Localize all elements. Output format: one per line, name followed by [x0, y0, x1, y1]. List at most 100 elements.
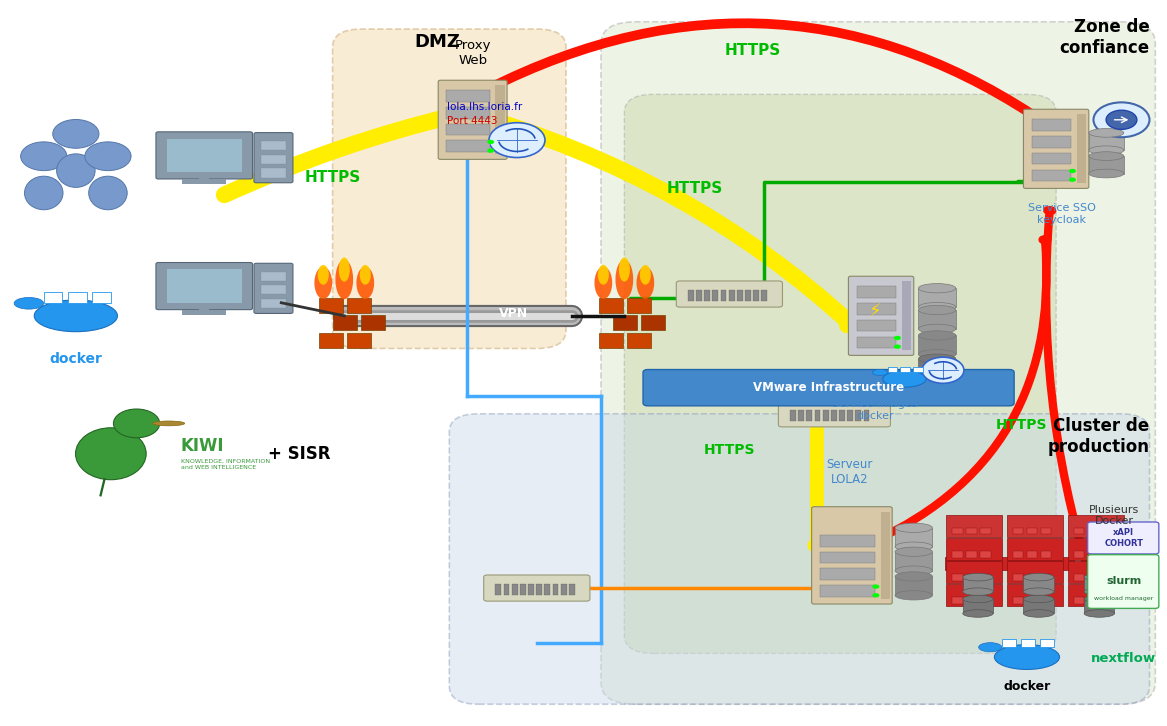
Bar	[1077, 114, 1086, 183]
Bar	[963, 599, 993, 613]
Bar	[819, 585, 875, 597]
Text: Plusieurs
Docker: Plusieurs Docker	[1089, 505, 1140, 526]
Bar	[1001, 639, 1016, 648]
Bar	[689, 290, 693, 301]
Ellipse shape	[963, 574, 993, 581]
Ellipse shape	[918, 331, 956, 340]
Bar	[831, 410, 837, 421]
Text: HTTPS: HTTPS	[995, 417, 1047, 432]
Ellipse shape	[636, 266, 655, 299]
Bar	[182, 179, 226, 184]
Bar	[261, 299, 286, 309]
Ellipse shape	[1023, 574, 1054, 581]
Text: KIWI: KIWI	[181, 438, 224, 455]
Bar	[1041, 574, 1051, 581]
Bar	[446, 141, 490, 152]
Bar	[918, 288, 956, 307]
Bar	[1023, 577, 1054, 592]
FancyBboxPatch shape	[439, 81, 508, 159]
Ellipse shape	[14, 298, 43, 309]
Bar	[738, 290, 743, 301]
Bar	[1074, 528, 1084, 534]
Text: slurm: slurm	[1106, 576, 1141, 586]
FancyBboxPatch shape	[1088, 522, 1159, 554]
Bar	[529, 584, 534, 595]
Bar	[815, 410, 820, 421]
Circle shape	[894, 345, 901, 349]
Text: HTTPS: HTTPS	[305, 171, 361, 185]
Circle shape	[1069, 168, 1076, 173]
Bar	[1089, 156, 1124, 174]
Bar	[1027, 597, 1037, 604]
Ellipse shape	[895, 547, 932, 556]
FancyBboxPatch shape	[254, 133, 293, 183]
Bar	[1088, 597, 1098, 604]
Circle shape	[113, 409, 160, 438]
Bar	[1027, 551, 1037, 558]
FancyBboxPatch shape	[848, 277, 914, 356]
Bar	[1041, 551, 1051, 558]
Ellipse shape	[918, 354, 956, 363]
Bar	[1074, 574, 1084, 581]
Bar	[361, 315, 385, 330]
Text: + SISR: + SISR	[268, 445, 331, 462]
Bar	[881, 512, 890, 599]
Bar	[857, 320, 896, 331]
Bar	[599, 333, 623, 348]
Text: Proxy
Web: Proxy Web	[454, 38, 491, 67]
Ellipse shape	[918, 370, 956, 379]
Ellipse shape	[918, 306, 956, 314]
Text: HTTPS: HTTPS	[704, 443, 755, 457]
Ellipse shape	[1084, 610, 1114, 617]
Ellipse shape	[882, 371, 927, 387]
Circle shape	[922, 357, 964, 383]
Circle shape	[488, 148, 495, 152]
Bar	[545, 584, 551, 595]
Bar	[705, 290, 711, 301]
Bar	[347, 298, 371, 313]
Bar	[857, 303, 896, 315]
Ellipse shape	[594, 266, 613, 299]
Bar	[1013, 551, 1023, 558]
Ellipse shape	[89, 176, 127, 210]
FancyBboxPatch shape	[1023, 109, 1089, 188]
Ellipse shape	[338, 258, 350, 282]
Ellipse shape	[76, 428, 146, 480]
Bar	[1041, 528, 1051, 534]
Bar	[966, 528, 977, 534]
Ellipse shape	[1084, 588, 1114, 595]
Text: docker: docker	[1004, 680, 1050, 693]
Bar	[980, 551, 991, 558]
Ellipse shape	[979, 643, 1001, 652]
Bar	[261, 141, 286, 150]
Bar	[627, 298, 651, 313]
Text: VPN: VPN	[499, 307, 527, 320]
Ellipse shape	[34, 300, 118, 332]
Ellipse shape	[1089, 146, 1124, 155]
Ellipse shape	[25, 176, 63, 210]
Circle shape	[873, 584, 880, 589]
Bar	[952, 597, 963, 604]
Bar	[790, 410, 796, 421]
Ellipse shape	[314, 266, 333, 299]
FancyBboxPatch shape	[484, 575, 591, 601]
Bar	[1027, 528, 1037, 534]
Ellipse shape	[359, 265, 371, 285]
Ellipse shape	[619, 258, 630, 282]
Bar	[553, 584, 559, 595]
Bar	[1102, 528, 1112, 534]
Circle shape	[1093, 102, 1149, 137]
Text: Serveur
LOLA2: Serveur LOLA2	[826, 458, 873, 486]
Text: Cluster de
production: Cluster de production	[1048, 417, 1149, 456]
Bar	[1013, 528, 1023, 534]
Bar	[599, 298, 623, 313]
Bar	[713, 290, 719, 301]
Bar	[895, 552, 932, 571]
Bar	[966, 597, 977, 604]
Bar	[1084, 577, 1114, 592]
Bar	[857, 287, 896, 298]
Bar	[945, 557, 1074, 570]
Bar	[1088, 551, 1098, 558]
Bar	[496, 85, 505, 154]
Ellipse shape	[895, 566, 932, 575]
